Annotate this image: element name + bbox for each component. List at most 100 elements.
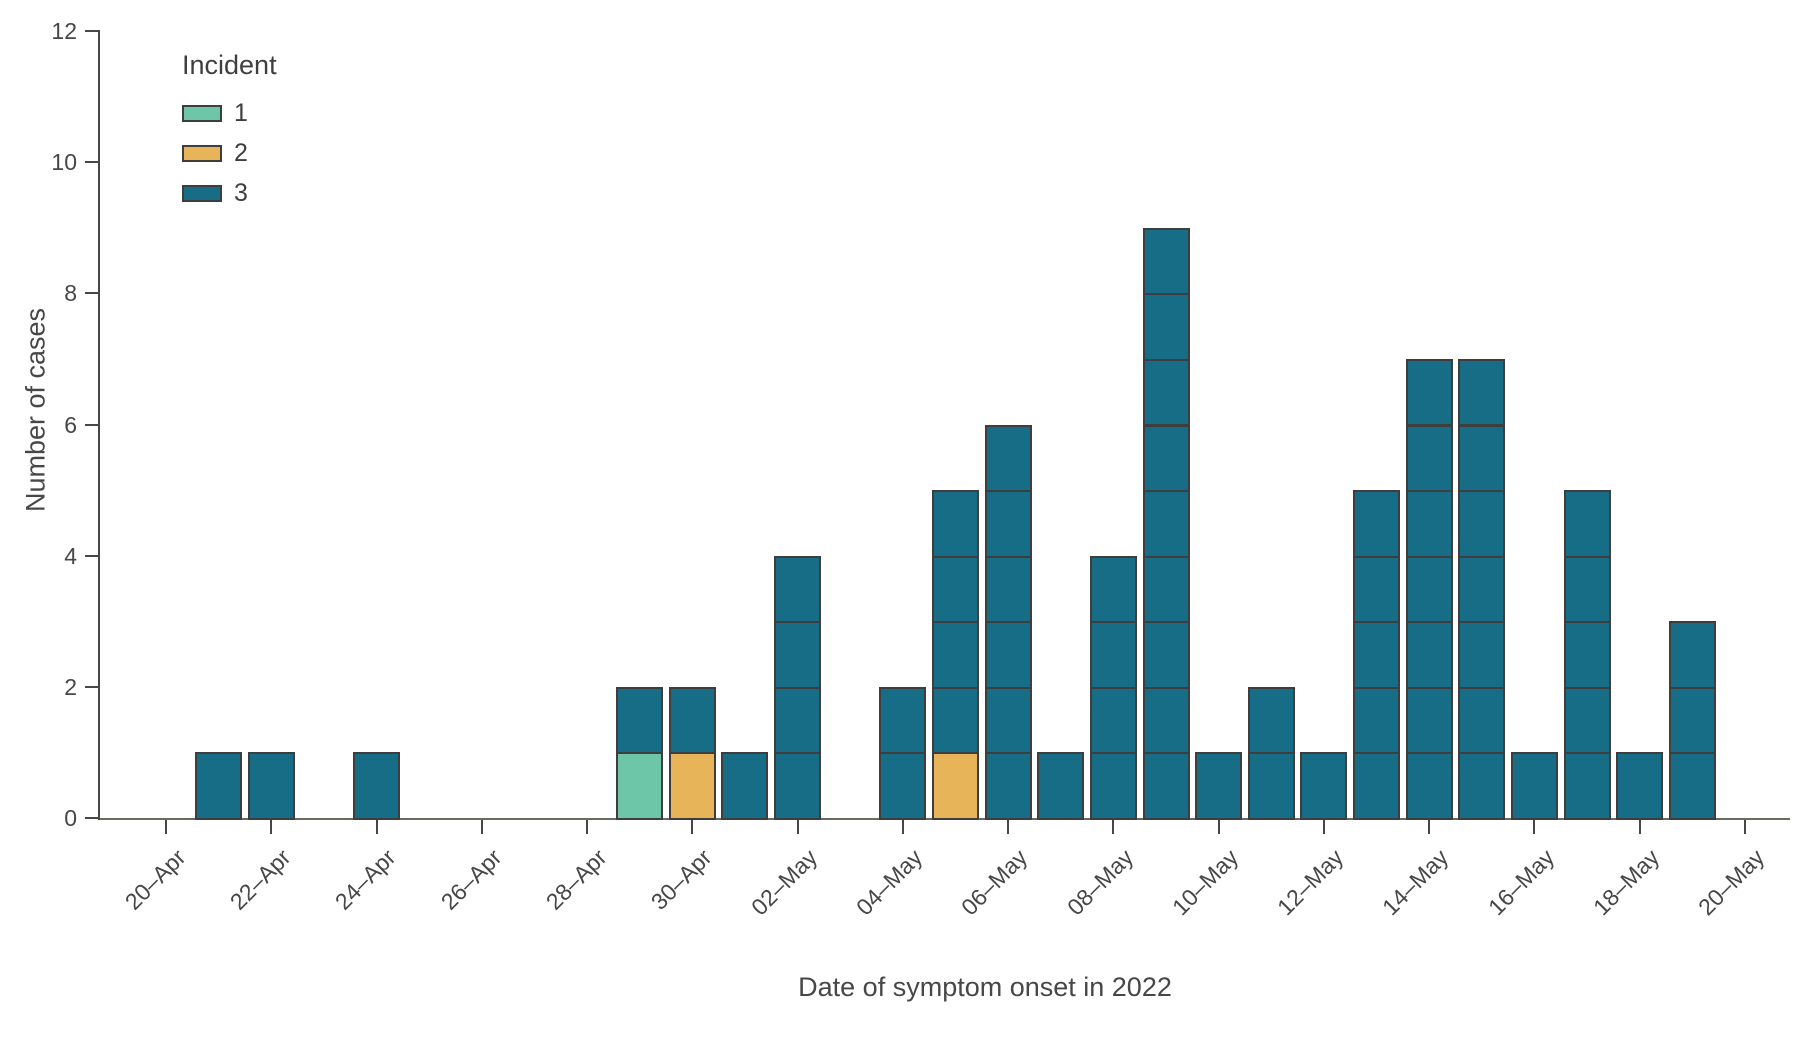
y-axis-title: Number of cases [20, 307, 51, 513]
bar-segment-incident-3 [1405, 752, 1453, 820]
bar-segment-incident-3 [1616, 752, 1664, 820]
bar-segment-incident-3 [616, 686, 664, 755]
bar-segment-incident-3 [932, 686, 979, 755]
bar-segment-incident-3 [1247, 752, 1295, 820]
bar-segment-incident-3 [1563, 686, 1611, 755]
y-tick [85, 817, 98, 819]
x-tick-label: 06–May [956, 844, 1033, 921]
x-tick-label: 16–May [1482, 844, 1559, 921]
legend-item-3: 3 [182, 181, 277, 206]
bar-segment-incident-3 [1458, 555, 1506, 624]
bar-segment-incident-3 [1300, 752, 1348, 820]
x-tick [1217, 820, 1220, 834]
legend-item-2: 2 [182, 139, 277, 167]
bar-segment-incident-3 [984, 621, 1032, 689]
bar-segment-incident-3 [1353, 752, 1400, 820]
bar-segment-incident-3 [1089, 752, 1137, 820]
bar-segment-incident-3 [1353, 686, 1400, 755]
bar-segment-incident-3 [1458, 621, 1506, 689]
x-tick [480, 820, 483, 834]
x-tick [1322, 820, 1325, 834]
bar-segment-incident-3 [195, 752, 243, 820]
legend-swatch-icon [182, 185, 222, 202]
bar-segment-incident-3 [984, 424, 1032, 493]
bar-segment-incident-3 [1563, 555, 1611, 624]
bar-segment-incident-3 [1458, 752, 1506, 820]
x-tick-label: 02–May [745, 844, 822, 921]
bar-segment-incident-3 [774, 555, 822, 624]
legend-item-label: 1 [234, 99, 248, 127]
bar-segment-incident-3 [1353, 490, 1400, 558]
bar-segment-incident-3 [774, 686, 822, 755]
bar-segment-incident-3 [1458, 490, 1506, 558]
legend-item-label: 2 [234, 139, 248, 167]
legend: Incident 1 2 3 [182, 50, 277, 225]
bar-segment-incident-3 [1405, 621, 1453, 689]
bar-segment-incident-3 [1142, 358, 1190, 427]
x-tick [1533, 820, 1536, 834]
bar-segment-incident-3 [1405, 424, 1453, 493]
x-tick-label: 28–Apr [540, 844, 612, 915]
bar-segment-incident-3 [1142, 686, 1190, 755]
bar-segment-incident-3 [1668, 621, 1716, 689]
bar-segment-incident-3 [1089, 621, 1137, 689]
y-axis-line [98, 30, 100, 820]
bar-segment-incident-3 [879, 752, 927, 820]
x-tick [1743, 820, 1746, 834]
legend-item-1: 1 [182, 99, 277, 127]
bar-segment-incident-3 [1458, 424, 1506, 493]
legend-swatch-icon [182, 145, 222, 162]
x-tick [796, 820, 799, 834]
x-tick [1428, 820, 1431, 834]
bar-segment-incident-3 [1510, 752, 1558, 820]
x-tick-label: 30–Apr [645, 844, 717, 915]
x-tick [165, 820, 167, 834]
bar-segment-incident-3 [1458, 686, 1506, 755]
bar-segment-incident-3 [1142, 293, 1190, 361]
bar-segment-incident-3 [1668, 752, 1716, 820]
legend-items: 1 2 3 [182, 99, 277, 206]
x-tick-label: 14–May [1377, 844, 1454, 921]
y-tick [85, 685, 98, 688]
bar-segment-incident-3 [1142, 424, 1190, 493]
bar-segment-incident-3 [353, 752, 400, 820]
y-tick [85, 30, 98, 33]
x-tick-label: 24–Apr [330, 844, 401, 915]
bar-segment-incident-3 [1405, 555, 1453, 624]
y-tick-label: 4 [64, 542, 77, 569]
bar-segment-incident-3 [1195, 752, 1243, 820]
x-tick-label: 20–Apr [119, 844, 191, 915]
x-tick [1112, 820, 1115, 834]
bar-segment-incident-3 [984, 686, 1032, 755]
bar-segment-incident-3 [668, 686, 716, 755]
x-tick-label: 10–May [1166, 844, 1243, 921]
x-tick-label: 12–May [1272, 844, 1349, 921]
bar-segment-incident-3 [1247, 686, 1295, 755]
bar-segment-incident-3 [932, 490, 979, 558]
x-tick [375, 820, 378, 834]
x-tick [901, 820, 904, 834]
x-axis-title: Date of symptom onset in 2022 [798, 972, 1172, 1002]
x-tick [586, 820, 589, 834]
x-tick [270, 820, 273, 834]
y-tick-label: 2 [64, 673, 77, 700]
bar-segment-incident-3 [1458, 358, 1506, 427]
x-tick [1638, 820, 1641, 834]
bar-segment-incident-3 [1089, 686, 1137, 755]
x-tick-label: 20–May [1693, 844, 1770, 921]
bar-segment-incident-3 [932, 555, 979, 624]
y-tick-label: 6 [64, 411, 77, 438]
bar-segment-incident-3 [1142, 555, 1190, 624]
bar-segment-incident-3 [984, 490, 1032, 558]
x-tick-label: 04–May [850, 844, 928, 921]
x-tick [1007, 820, 1010, 834]
x-tick [691, 820, 694, 834]
x-tick-label: 26–Apr [435, 844, 507, 915]
y-tick-label: 10 [51, 149, 77, 176]
bar-segment-incident-3 [1563, 752, 1611, 820]
y-tick [85, 554, 98, 557]
bar-segment-incident-3 [1405, 490, 1453, 558]
bar-segment-incident-3 [879, 686, 927, 755]
bar-segment-incident-3 [1563, 490, 1611, 558]
